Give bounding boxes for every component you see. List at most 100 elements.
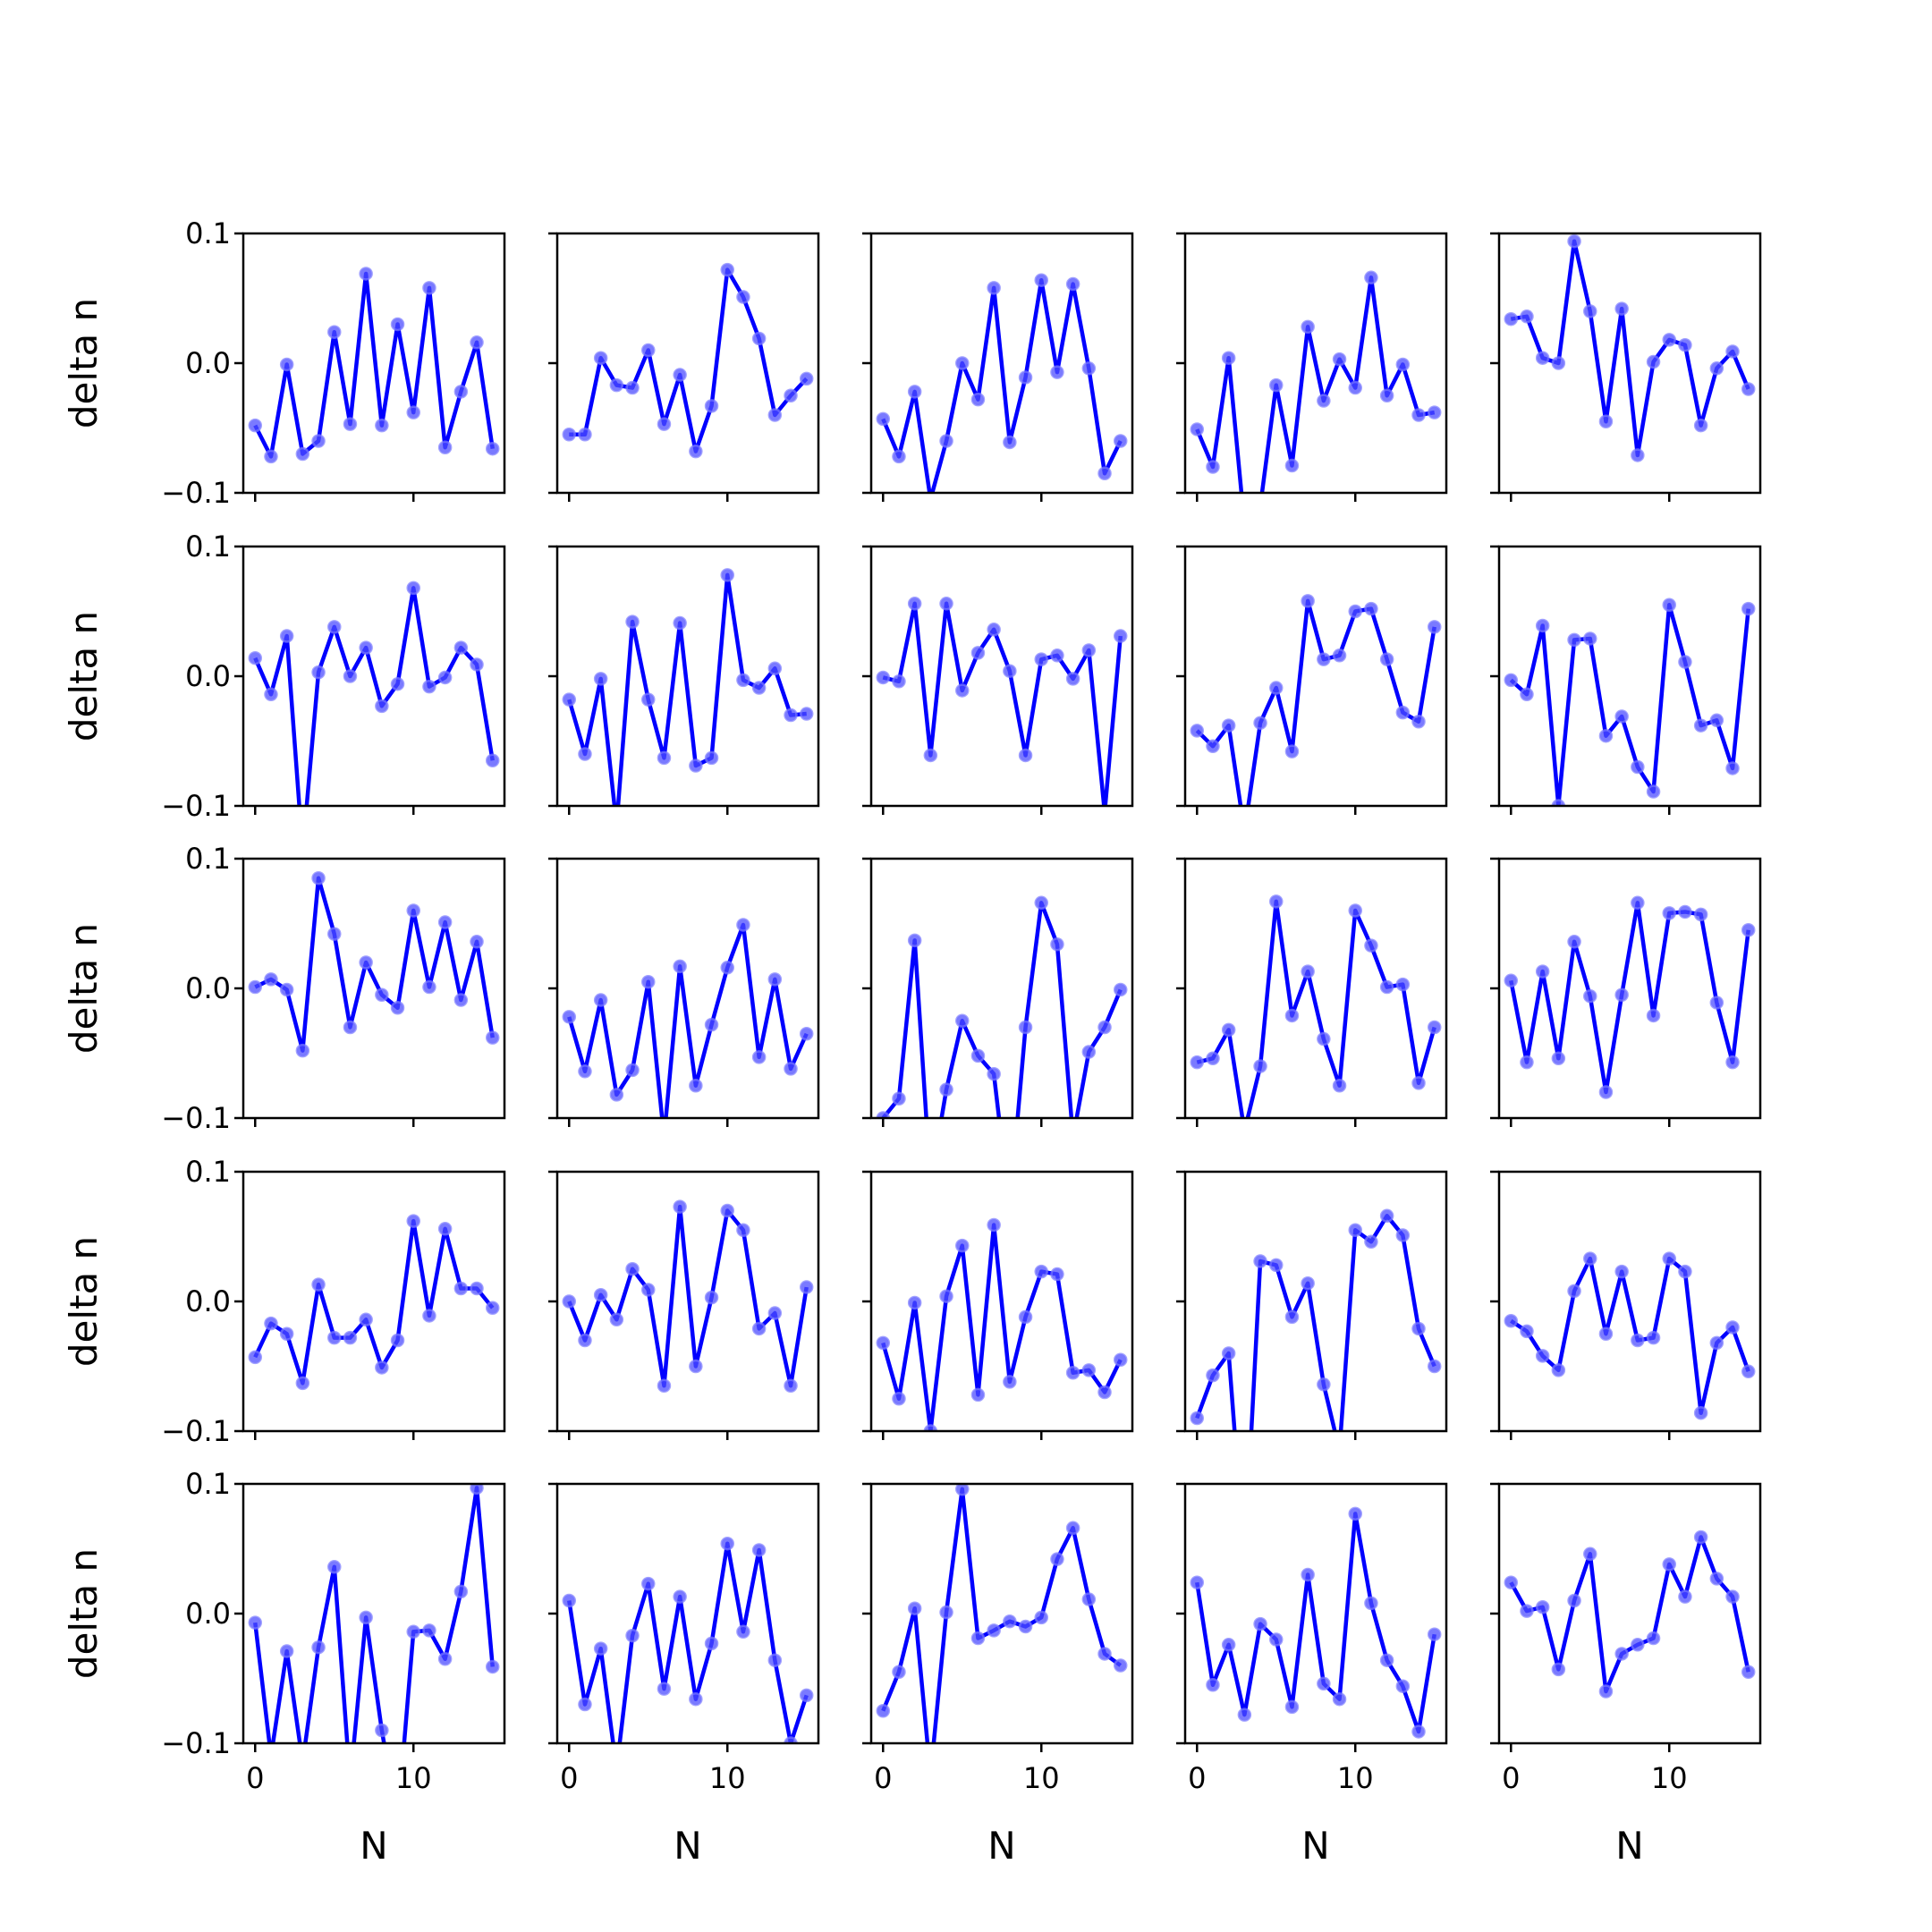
data-point [625, 1262, 640, 1276]
data-point [375, 1723, 389, 1738]
y-tick-label: −0.1 [161, 476, 231, 510]
data-point [736, 1624, 750, 1640]
data-point [1284, 744, 1300, 758]
x-tick-label: 10 [1651, 1761, 1688, 1795]
series-line [254, 876, 495, 1053]
data-point [1631, 448, 1645, 462]
data-point [641, 1283, 656, 1297]
subplot-r0-c2 [862, 232, 1134, 502]
y-tick-label: 0.1 [185, 530, 231, 564]
data-point [1003, 664, 1017, 678]
data-point [1646, 1008, 1661, 1023]
data-point [689, 1359, 703, 1374]
data-point [751, 331, 767, 346]
data-layer [876, 597, 1128, 806]
data-point [248, 650, 263, 665]
data-point [1646, 1631, 1661, 1646]
data-point [437, 440, 453, 454]
data-point [1678, 337, 1692, 352]
data-point [1535, 1349, 1550, 1363]
data-point [1301, 319, 1315, 335]
data-point [1050, 1267, 1064, 1282]
y-tick-label: 0.0 [185, 971, 231, 1005]
data-point [751, 1321, 767, 1336]
data-point [470, 1484, 484, 1496]
x-tick-label: 0 [560, 1761, 578, 1795]
data-point [593, 1641, 608, 1656]
data-point [1598, 414, 1614, 428]
data-point [1253, 716, 1267, 730]
data-point [767, 408, 783, 422]
subplot-r1-c4 [1490, 545, 1762, 815]
data-point [1034, 652, 1048, 666]
series-line [1509, 901, 1750, 1095]
data-point [327, 620, 342, 634]
data-point [406, 405, 420, 419]
data-point [1583, 988, 1597, 1004]
data-point [1741, 382, 1756, 396]
data-point [359, 640, 373, 655]
data-point [343, 1020, 358, 1035]
data-point [673, 959, 687, 974]
data-point [1364, 270, 1378, 285]
data-point [485, 1301, 500, 1315]
y-tick-label: 0.0 [185, 1597, 231, 1631]
data-point [470, 335, 484, 350]
data-layer [1190, 594, 1442, 806]
data-point [437, 915, 453, 929]
data-point [1348, 903, 1362, 918]
data-point [1065, 672, 1080, 686]
data-point [593, 993, 608, 1007]
data-point [907, 1295, 922, 1310]
data-point [625, 380, 640, 395]
data-point [453, 640, 469, 655]
data-point [297, 845, 309, 857]
subplot-r1-c0: −0.1 0.0 0.1 delta n [62, 530, 506, 857]
axes-frame [1183, 545, 1448, 808]
series-line [1195, 1214, 1436, 1431]
data-point [359, 955, 373, 970]
data-point [641, 343, 656, 358]
data-point [1113, 434, 1128, 448]
data-point [1253, 1059, 1267, 1073]
data-point [264, 687, 278, 702]
series-line [1509, 1535, 1750, 1694]
data-point [1332, 1079, 1347, 1093]
data-point [1427, 1359, 1442, 1374]
data-point [704, 1017, 719, 1032]
data-point [1551, 1051, 1566, 1066]
data-point [1269, 1632, 1284, 1647]
data-point [1504, 1314, 1519, 1328]
data-point [1269, 894, 1284, 909]
data-point [658, 1131, 670, 1143]
data-point [704, 750, 719, 766]
data-point [1364, 601, 1378, 616]
data-point [1678, 1264, 1692, 1279]
data-point [876, 670, 891, 685]
data-point [453, 993, 469, 1007]
data-point [562, 692, 577, 707]
data-point [1662, 333, 1676, 347]
x-axis-label: N [1301, 1824, 1329, 1868]
data-point [1284, 1309, 1300, 1325]
data-point [1332, 648, 1347, 663]
data-point [343, 417, 358, 431]
data-point [1504, 973, 1519, 988]
data-point [767, 972, 783, 987]
data-point [593, 351, 608, 365]
data-point [1567, 233, 1581, 249]
data-point [720, 568, 734, 582]
data-point [1693, 907, 1708, 922]
data-point [1206, 460, 1220, 474]
data-point [1379, 1208, 1394, 1224]
series-line [253, 1486, 495, 1743]
series-line [1195, 275, 1436, 493]
data-point [907, 933, 922, 948]
data-point [955, 1484, 970, 1496]
data-point [751, 1050, 767, 1064]
subplot-r1-c1 [548, 545, 820, 815]
data-point [1081, 643, 1097, 657]
data-point [453, 385, 469, 399]
data-point [625, 1063, 640, 1078]
data-point [1348, 380, 1362, 395]
